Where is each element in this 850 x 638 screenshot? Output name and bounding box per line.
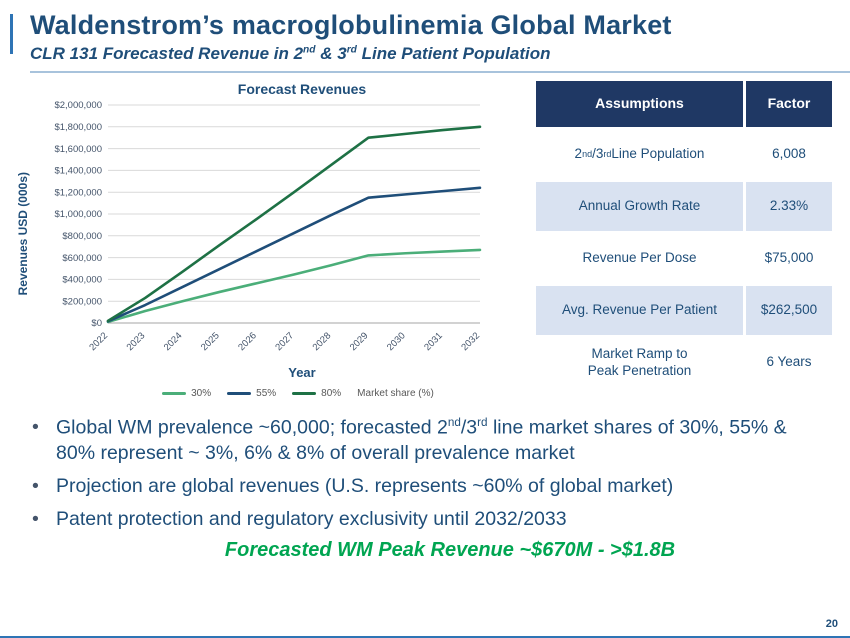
- x-tick-label: 2027: [273, 330, 296, 353]
- legend-note: Market share (%): [357, 388, 434, 399]
- chart-legend: 30% 55% 80% Market share (%): [16, 388, 524, 399]
- x-tick-label: 2029: [348, 330, 371, 353]
- y-tick-label: $1,800,000: [54, 122, 102, 133]
- y-tick-label: $1,400,000: [54, 166, 102, 177]
- y-tick-label: $1,200,000: [54, 187, 102, 198]
- table-cell-value: $262,500: [746, 286, 832, 335]
- forecast-line-chart: $0 $200,000 $400,000 $600,000 $800,000 $1,000…: [54, 100, 482, 353]
- legend-line-swatch: [162, 392, 187, 395]
- chart-title: Forecast Revenues: [237, 81, 367, 97]
- content-row: Forecast Revenues Revenues USD (000s) $0…: [0, 73, 850, 399]
- table-cell-label: Revenue Per Dose: [536, 234, 743, 283]
- x-tick-label: 2030: [385, 330, 408, 353]
- y-tick-label: $1,000,000: [54, 209, 102, 220]
- y-tick-label: $400,000: [62, 275, 102, 286]
- slide-title: Waldenstrom’s macroglobulinemia Global M…: [30, 10, 672, 40]
- y-tick-label: $0: [91, 318, 102, 329]
- x-tick-label: 2024: [162, 330, 185, 353]
- legend-label: 80%: [321, 388, 342, 399]
- bottom-divider: [0, 636, 850, 638]
- legend-item-55%: 55%: [227, 388, 276, 399]
- series-line-80%: [106, 125, 482, 323]
- legend-line-swatch: [292, 392, 317, 395]
- chart-body: Revenues USD (000s) $0 $200,000 $400,000 $6…: [16, 97, 524, 371]
- legend-label: 55%: [256, 388, 277, 399]
- legend-item-30%: 30%: [162, 388, 211, 399]
- table-cell-value: $75,000: [746, 234, 832, 283]
- title-accent-bar: [10, 14, 13, 54]
- y-tick-label: $800,000: [62, 231, 102, 242]
- header-divider: [30, 71, 850, 73]
- x-axis-label: Year: [288, 365, 316, 380]
- x-tick-label: 2025: [199, 330, 222, 353]
- bullet-list: Global WM prevalence ~60,000; forecasted…: [28, 415, 822, 532]
- x-tick-label: 2022: [87, 330, 110, 353]
- x-tick-label: 2031: [422, 330, 445, 353]
- forecast-chart-panel: Forecast Revenues Revenues USD (000s) $0…: [10, 79, 524, 399]
- x-tick-label: 2032: [459, 330, 482, 353]
- y-tick-label: $1,600,000: [54, 144, 102, 155]
- legend-item-80%: 80%: [292, 388, 341, 399]
- table-cell-label: Market Ramp to Peak Penetration: [536, 338, 743, 387]
- table-cell-label: Annual Growth Rate: [536, 182, 743, 231]
- y-tick-label: $200,000: [62, 296, 102, 307]
- table-cell-value: 2.33%: [746, 182, 832, 231]
- y-axis-label: Revenues USD (000s): [16, 172, 30, 296]
- slide-header: Waldenstrom’s macroglobulinemia Global M…: [0, 0, 850, 73]
- bullet-item: Global WM prevalence ~60,000; forecasted…: [28, 415, 822, 467]
- series-line-55%: [106, 186, 482, 323]
- slide-subtitle: CLR 131 Forecasted Revenue in 2nd & 3rd …: [30, 44, 551, 63]
- series-line-30%: [106, 248, 482, 324]
- table-header-assumptions: Assumptions: [536, 81, 743, 127]
- legend-line-swatch: [227, 392, 252, 395]
- table-cell-value: 6 Years: [746, 338, 832, 387]
- x-tick-label: 2028: [311, 330, 334, 353]
- bullet-item: Projection are global revenues (U.S. rep…: [28, 474, 822, 500]
- y-tick-label: $600,000: [62, 253, 102, 264]
- x-tick-label: 2023: [125, 330, 148, 353]
- table-cell-value: 6,008: [746, 130, 832, 179]
- table-header-factor: Factor: [746, 81, 832, 127]
- legend-label: 30%: [191, 388, 212, 399]
- x-tick-label: 2026: [236, 330, 259, 353]
- table-cell-label: Avg. Revenue Per Patient: [536, 286, 743, 335]
- y-tick-label: $2,000,000: [54, 100, 102, 111]
- bullet-item: Patent protection and regulatory exclusi…: [28, 507, 822, 533]
- page-number: 20: [825, 618, 838, 630]
- peak-revenue-highlight: Forecasted WM Peak Revenue ~$670M - >$1.…: [224, 539, 676, 562]
